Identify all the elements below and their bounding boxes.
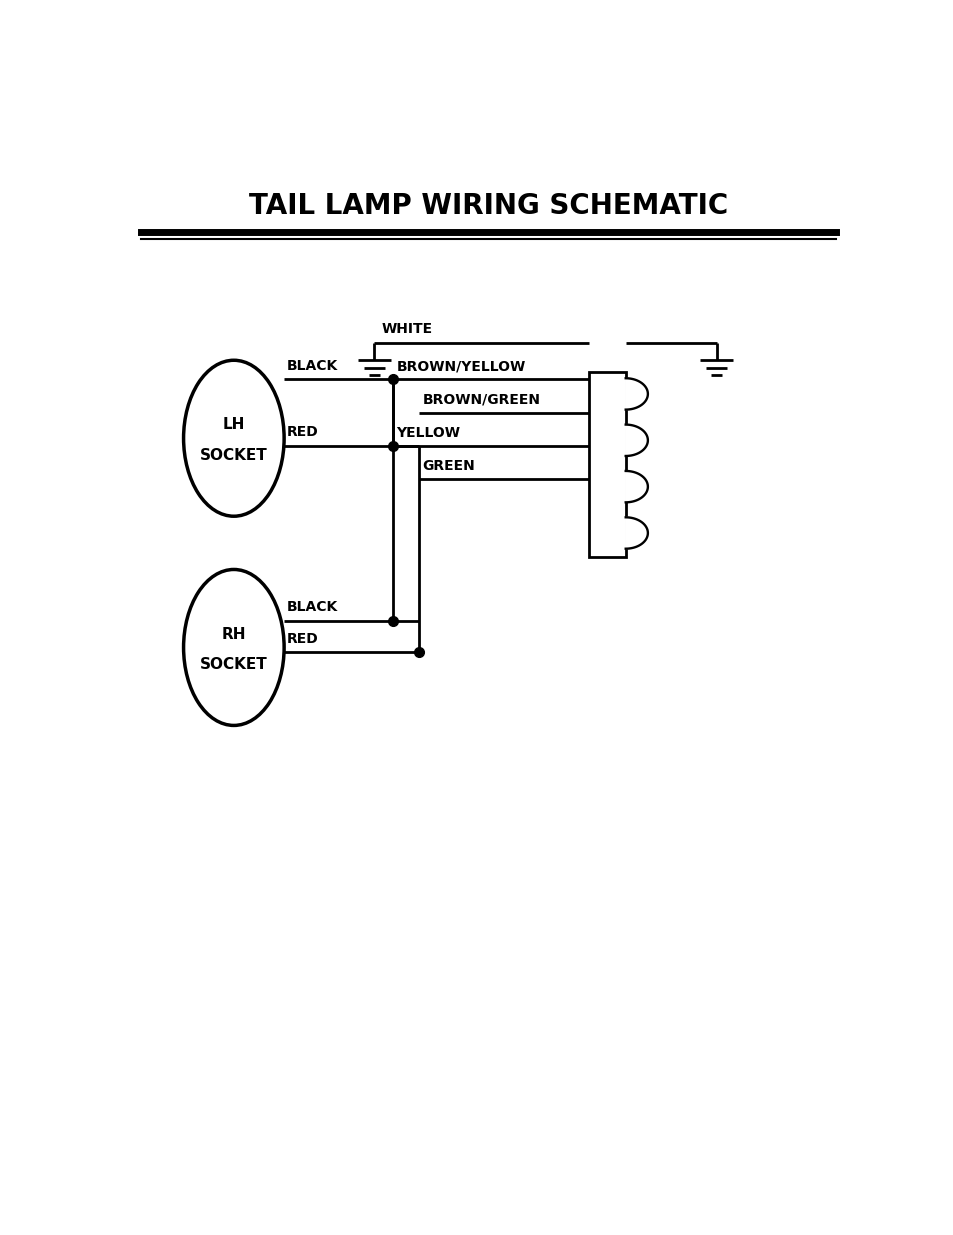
Polygon shape xyxy=(625,517,647,548)
Text: GREEN: GREEN xyxy=(422,459,475,473)
Text: RED: RED xyxy=(287,631,318,646)
Text: TAIL LAMP WIRING SCHEMATIC: TAIL LAMP WIRING SCHEMATIC xyxy=(249,191,728,220)
Text: RH: RH xyxy=(221,626,246,642)
Text: RED: RED xyxy=(287,425,318,440)
Text: BLACK: BLACK xyxy=(287,358,338,373)
Polygon shape xyxy=(625,471,647,503)
Text: SOCKET: SOCKET xyxy=(200,657,268,672)
Text: YELLOW: YELLOW xyxy=(396,426,460,440)
Text: BROWN/GREEN: BROWN/GREEN xyxy=(422,393,539,406)
Polygon shape xyxy=(625,378,647,410)
Text: SOCKET: SOCKET xyxy=(200,448,268,463)
Text: BROWN/YELLOW: BROWN/YELLOW xyxy=(396,359,525,373)
Text: WHITE: WHITE xyxy=(381,322,433,336)
Polygon shape xyxy=(625,425,647,456)
Text: LH: LH xyxy=(222,417,245,432)
Bar xyxy=(588,372,625,557)
Text: BLACK: BLACK xyxy=(287,600,338,614)
